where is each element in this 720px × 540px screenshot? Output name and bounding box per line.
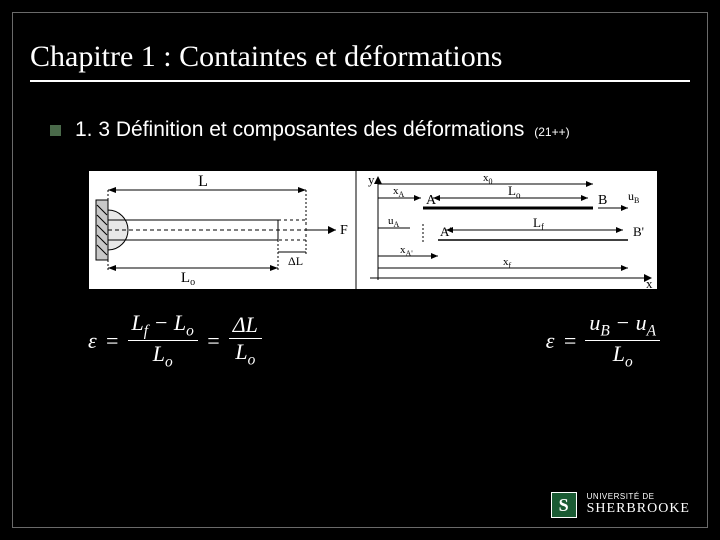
eq1-eps: ε (88, 328, 97, 354)
label-B: B (598, 193, 607, 208)
label-Bp: B' (633, 224, 644, 239)
bullet-main: 1. 3 Définition et composantes des défor… (75, 118, 524, 141)
bullet-marker (50, 125, 61, 136)
label-y: y (368, 172, 375, 187)
label-x: x (646, 276, 653, 290)
university-logo-icon: S (551, 492, 577, 518)
label-F: F (340, 223, 348, 238)
label-A: A (426, 193, 437, 208)
equation-2: ε = uB − uA Lo (546, 310, 660, 371)
bullet-ref: (21++) (534, 125, 569, 139)
bullet-row: 1. 3 Définition et composantes des défor… (50, 118, 570, 142)
bullet-text: 1. 3 Définition et composantes des défor… (75, 118, 570, 142)
footer-line2: SHERBROOKE (587, 502, 690, 517)
slide-title: Chapitre 1 : Containtes et déformations (30, 40, 690, 82)
eq1-eq1: = (105, 328, 120, 354)
eq1-frac1: Lf − Lo Lo (128, 310, 198, 371)
eq2-eq: = (562, 328, 577, 354)
footer: S UNIVERSITÉ DE SHERBROOKE (551, 492, 690, 518)
label-dL: ΔL (288, 254, 303, 268)
eq2-frac: uB − uA Lo (585, 310, 660, 371)
eq1-frac2: ΔL Lo (229, 312, 262, 368)
equation-1: ε = Lf − Lo Lo = ΔL Lo (88, 310, 262, 371)
eq1-eq2: = (206, 328, 221, 354)
figure-svg: F L Lo ΔL y (88, 170, 658, 290)
equations-row: ε = Lf − Lo Lo = ΔL Lo ε = uB (88, 310, 660, 371)
eq2-eps: ε (546, 328, 555, 354)
footer-text: UNIVERSITÉ DE SHERBROOKE (587, 493, 690, 516)
figure-panel: F L Lo ΔL y (88, 170, 658, 290)
label-L: L (198, 173, 208, 190)
